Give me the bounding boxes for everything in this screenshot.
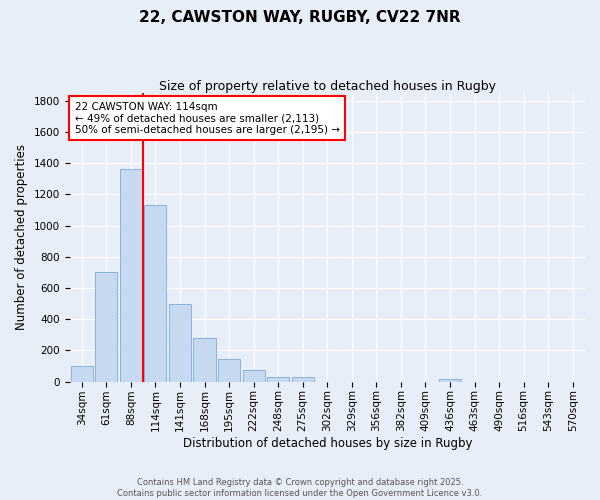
Bar <box>292 377 314 382</box>
Bar <box>120 169 142 382</box>
Bar <box>439 380 461 382</box>
Bar <box>145 206 166 382</box>
Bar <box>95 272 118 382</box>
Bar <box>193 338 215 382</box>
Bar <box>242 370 265 382</box>
Text: Contains HM Land Registry data © Crown copyright and database right 2025.
Contai: Contains HM Land Registry data © Crown c… <box>118 478 482 498</box>
X-axis label: Distribution of detached houses by size in Rugby: Distribution of detached houses by size … <box>182 437 472 450</box>
Bar <box>267 376 289 382</box>
Text: 22 CAWSTON WAY: 114sqm
← 49% of detached houses are smaller (2,113)
50% of semi-: 22 CAWSTON WAY: 114sqm ← 49% of detached… <box>74 102 340 135</box>
Bar <box>71 366 93 382</box>
Y-axis label: Number of detached properties: Number of detached properties <box>15 144 28 330</box>
Bar <box>169 304 191 382</box>
Title: Size of property relative to detached houses in Rugby: Size of property relative to detached ho… <box>159 80 496 93</box>
Text: 22, CAWSTON WAY, RUGBY, CV22 7NR: 22, CAWSTON WAY, RUGBY, CV22 7NR <box>139 10 461 25</box>
Bar <box>218 360 240 382</box>
